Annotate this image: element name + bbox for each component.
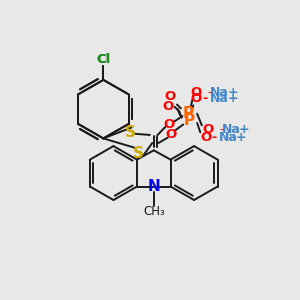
Text: Cl: Cl	[96, 53, 110, 66]
Text: S: S	[125, 125, 136, 140]
Text: Na: Na	[210, 92, 229, 105]
Text: N: N	[147, 179, 160, 194]
Text: Na: Na	[219, 131, 238, 144]
Text: O: O	[191, 86, 202, 100]
Text: -: -	[202, 92, 208, 105]
Text: O: O	[191, 92, 202, 105]
Text: O: O	[202, 123, 214, 136]
Text: Na: Na	[222, 123, 241, 136]
Text: CH₃: CH₃	[143, 206, 165, 218]
Text: -: -	[204, 86, 213, 100]
Text: +: +	[227, 86, 238, 100]
Text: P: P	[184, 113, 195, 128]
Text: +: +	[227, 92, 238, 105]
Text: O: O	[164, 90, 176, 103]
Text: Cl: Cl	[96, 53, 110, 66]
Text: Na: Na	[210, 86, 229, 100]
Text: -: -	[216, 123, 224, 136]
Text: P: P	[183, 106, 194, 121]
Text: +: +	[236, 131, 247, 144]
Text: O: O	[200, 131, 211, 144]
Text: +: +	[239, 123, 250, 136]
Text: O: O	[164, 118, 175, 131]
Text: O: O	[163, 100, 174, 112]
Text: S: S	[133, 146, 144, 160]
Text: O: O	[165, 128, 176, 141]
Text: -: -	[212, 131, 217, 144]
